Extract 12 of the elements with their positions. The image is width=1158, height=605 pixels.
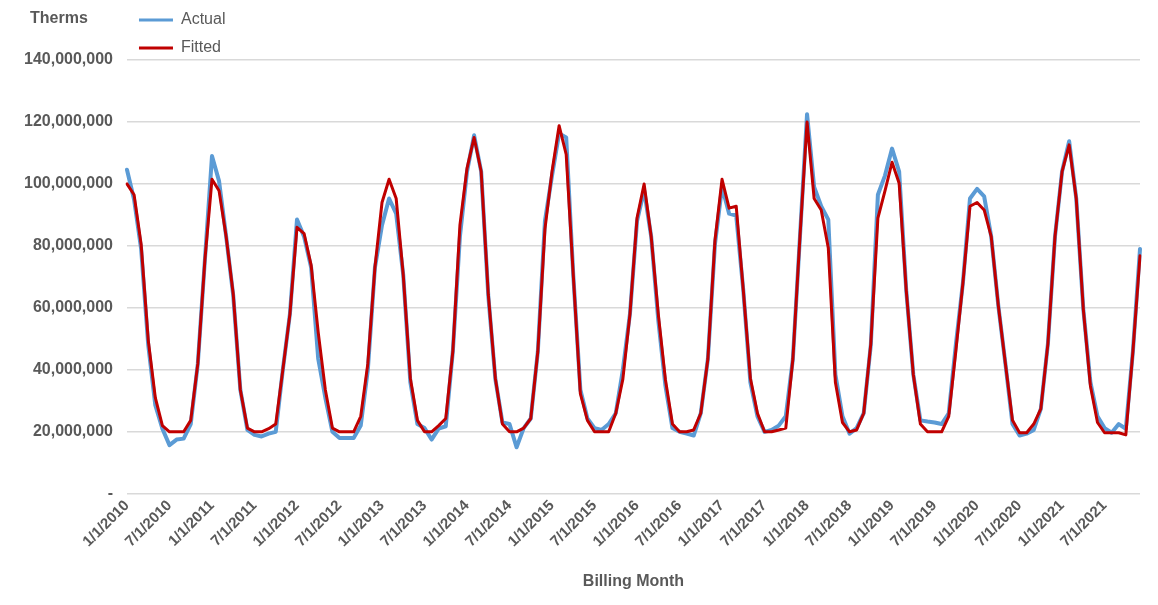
y-tick-label: 120,000,000 <box>23 112 114 130</box>
x-axis-title: Billing Month <box>582 571 685 589</box>
y-tick-label: 20,000,000 <box>32 422 114 440</box>
y-tick-label: 100,000,000 <box>23 174 114 192</box>
y-tick-label: 40,000,000 <box>32 360 114 378</box>
legend-label: Actual <box>180 10 226 28</box>
y-tick-label: 60,000,000 <box>32 298 114 316</box>
y-tick-label: - <box>107 484 113 502</box>
y-tick-label: 140,000,000 <box>23 50 114 68</box>
y-axis-title: Therms <box>30 9 88 27</box>
y-tick-label: 80,000,000 <box>32 236 114 254</box>
legend-label: Fitted <box>180 38 221 56</box>
